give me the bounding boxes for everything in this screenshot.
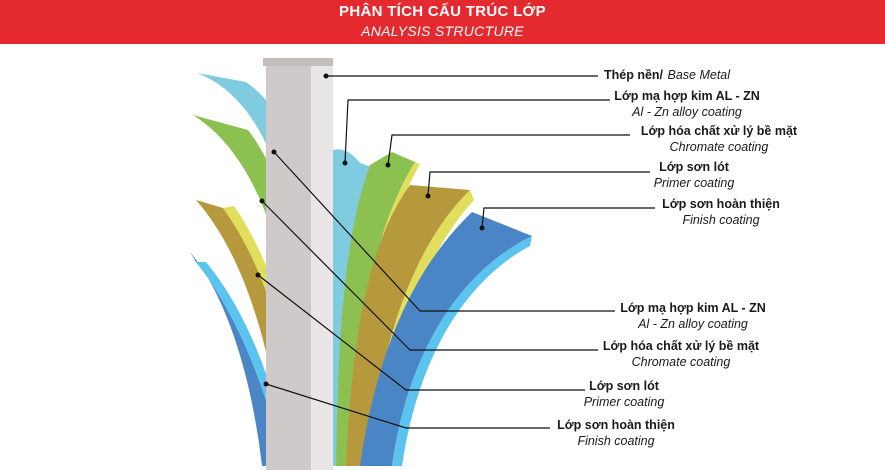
dot-left-finish <box>263 381 269 387</box>
label-right-chromate-vi: Lớp hóa chất xử lý bề mặt <box>640 124 798 138</box>
leader-lines <box>257 75 655 429</box>
label-left-finish: Lớp sơn hoàn thiện Finish coating <box>551 417 681 449</box>
label-left-alloy: Lớp mạ hợp kim AL - ZN Al - Zn alloy coa… <box>618 300 768 332</box>
label-left-finish-vi: Lớp sơn hoàn thiện <box>557 418 675 432</box>
dot-right-finish <box>479 225 485 231</box>
label-right-alloy: Lớp mạ hợp kim AL - ZN Al - Zn alloy coa… <box>612 88 762 120</box>
label-right-primer-en: Primer coating <box>653 176 735 190</box>
leader-right-alloy <box>344 99 610 164</box>
dot-left-primer <box>255 272 261 278</box>
label-right-finish: Lớp sơn hoàn thiện Finish coating <box>656 196 786 228</box>
page-title: PHÂN TÍCH CẤU TRÚC LỚP <box>339 3 546 20</box>
dot-right-alloy <box>342 160 348 166</box>
dot-right-primer <box>425 193 431 199</box>
label-right-finish-en: Finish coating <box>682 213 760 227</box>
header-banner: PHÂN TÍCH CẤU TRÚC LỚP ANALYSIS STRUCTUR… <box>0 0 885 44</box>
label-left-primer-en: Primer coating <box>583 395 665 409</box>
dot-left-chromate <box>259 198 265 204</box>
label-left-alloy-en: Al - Zn alloy coating <box>638 317 748 331</box>
label-right-alloy-vi: Lớp mạ hợp kim AL - ZN <box>614 89 760 103</box>
right-chromate-layer <box>336 152 415 466</box>
label-left-chromate-vi: Lớp hóa chất xử lý bề mặt <box>602 339 760 353</box>
leader-right-chromate <box>387 134 630 166</box>
label-right-chromate: Lớp hóa chất xử lý bề mặt Chromate coati… <box>634 123 804 155</box>
dot-left-alloy <box>271 149 277 155</box>
leader-left-alloy <box>273 151 615 312</box>
leader-dots <box>255 73 485 387</box>
label-left-finish-en: Finish coating <box>577 434 655 448</box>
leader-left-finish <box>265 383 550 429</box>
label-right-primer: Lớp sơn lót Primer coating <box>648 159 740 191</box>
label-base-metal-en: Base Metal <box>667 68 731 82</box>
label-right-finish-vi: Lớp sơn hoàn thiện <box>662 197 780 211</box>
page-subtitle: ANALYSIS STRUCTURE <box>361 23 524 39</box>
label-left-alloy-vi: Lớp mạ hợp kim AL - ZN <box>620 301 766 315</box>
label-base-metal-vi: Thép nền/ <box>604 68 664 82</box>
label-left-chromate-en: Chromate coating <box>631 355 731 369</box>
base-metal-cap <box>263 58 333 66</box>
label-right-chromate-en: Chromate coating <box>669 140 769 154</box>
left-finish-layer <box>190 252 283 466</box>
label-left-primer: Lớp sơn lót Primer coating <box>578 378 670 410</box>
layer-structure-diagram <box>190 58 655 470</box>
leader-left-primer <box>257 274 585 391</box>
right-finish-layer <box>360 212 532 466</box>
base-metal-highlight <box>311 60 333 470</box>
label-left-primer-vi: Lớp sơn lót <box>589 379 659 393</box>
dot-right-chromate <box>385 162 391 168</box>
label-right-primer-vi: Lớp sơn lót <box>659 160 729 174</box>
dot-base-metal <box>323 73 329 79</box>
leader-left-chromate <box>261 200 598 351</box>
label-right-alloy-en: Al - Zn alloy coating <box>632 105 742 119</box>
label-left-chromate: Lớp hóa chất xử lý bề mặt Chromate coati… <box>596 338 766 370</box>
leader-right-finish <box>481 207 655 229</box>
right-primer-layer <box>346 185 470 466</box>
label-base-metal: Thép nền/ Base Metal <box>604 67 730 83</box>
leader-right-primer <box>427 171 650 197</box>
